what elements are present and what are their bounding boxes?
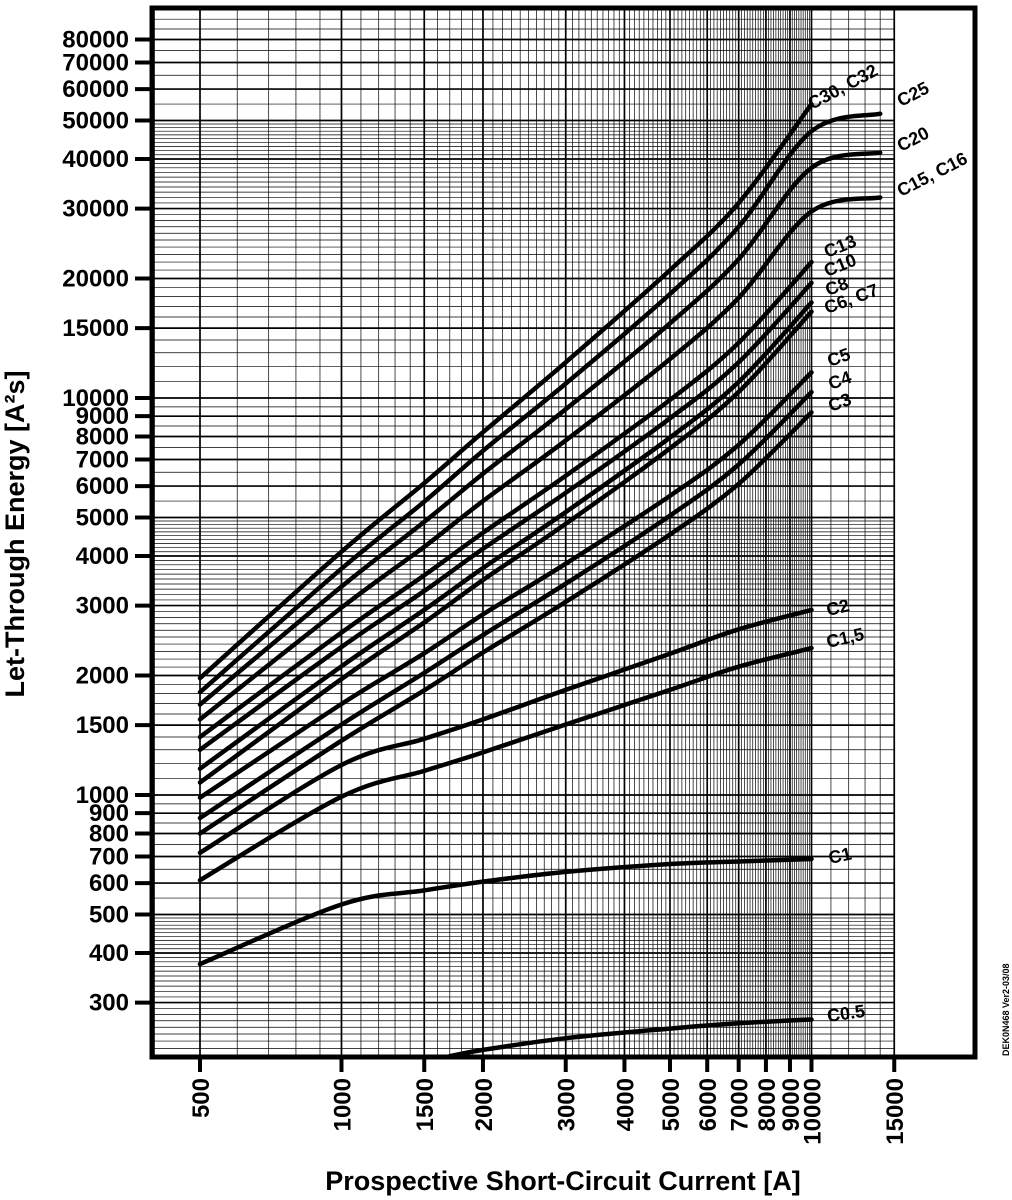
curve-C10 xyxy=(197,280,814,753)
x-tick-label: 9000 xyxy=(778,1078,805,1131)
y-tick-label: 60000 xyxy=(62,76,129,103)
curve-C1 xyxy=(197,856,814,967)
curve-label-C20: C20 xyxy=(894,123,933,156)
y-tick-label: 9000 xyxy=(76,403,129,430)
curve-label-C3: C3 xyxy=(826,389,854,416)
y-tick-label: 15000 xyxy=(62,315,129,342)
y-tick-label: 50000 xyxy=(62,108,129,135)
curve-C13 xyxy=(197,259,814,740)
y-tick-label: 40000 xyxy=(62,146,129,173)
y-tick-label: 300 xyxy=(89,990,129,1017)
curve-C20 xyxy=(197,150,883,707)
y-tick-label: 3000 xyxy=(76,593,129,620)
curve-label-C1: C1 xyxy=(827,844,854,868)
x-axis-title: Prospective Short-Circuit Current [A] xyxy=(325,1166,801,1196)
y-tick-label: 400 xyxy=(89,940,129,967)
x-tick-label: 1000 xyxy=(329,1078,356,1131)
y-tick-label: 1500 xyxy=(76,712,129,739)
curve-C2 xyxy=(197,607,814,856)
y-tick-label: 5000 xyxy=(76,505,129,532)
document-reference: DEK0N468 Ver2-03/08 xyxy=(1001,963,1011,1056)
curve-C4 xyxy=(197,389,814,821)
y-tick-label: 10000 xyxy=(62,385,129,412)
curve-C0.5 xyxy=(447,1017,814,1057)
plot-border xyxy=(149,5,978,1060)
x-tick-label: 3000 xyxy=(554,1078,581,1131)
y-tick-label: 7000 xyxy=(76,446,129,473)
y-tick-label: 800 xyxy=(89,820,129,847)
y-tick-label: 70000 xyxy=(62,49,129,76)
curve-label-C2: C2 xyxy=(824,595,851,620)
curve-C25 xyxy=(197,111,883,695)
x-tick-label: 500 xyxy=(188,1078,215,1118)
y-tick-label: 600 xyxy=(89,870,129,897)
y-tick-label: 500 xyxy=(89,902,129,929)
curve-C5 xyxy=(197,370,814,800)
curve-label-C4: C4 xyxy=(826,367,854,394)
x-tick-label: 8000 xyxy=(754,1078,781,1131)
y-axis-title: Let-Through Energy [A²s] xyxy=(0,371,30,698)
curve-C30, C32 xyxy=(197,101,814,681)
axis-tick-labels: 500 1000 1500 2000 3000 4000 5000 6000 7000 80009… xyxy=(62,26,909,1144)
y-tick-label: 8000 xyxy=(76,423,129,450)
curve-C8 xyxy=(197,300,814,771)
y-tick-label: 4000 xyxy=(76,543,129,570)
x-tick-label: 5000 xyxy=(658,1078,685,1131)
x-tick-label: 6000 xyxy=(695,1078,722,1131)
characteristic-curves xyxy=(197,101,883,1057)
y-tick-label: 30000 xyxy=(62,196,129,223)
x-tick-label: 4000 xyxy=(612,1078,639,1131)
y-tick-label: 2000 xyxy=(76,662,129,689)
y-tick-label: 20000 xyxy=(62,265,129,292)
curve-C3 xyxy=(197,410,814,836)
x-tick-label: 1500 xyxy=(412,1078,439,1131)
curve-label-C15, C16: C15, C16 xyxy=(894,148,971,200)
curve-C1,5 xyxy=(197,645,814,883)
curve-C15, C16 xyxy=(197,195,883,722)
curve-label-C30, C32: C30, C32 xyxy=(804,60,881,113)
y-tick-label: 80000 xyxy=(62,26,129,53)
axis-ticks xyxy=(135,37,897,1072)
y-tick-label: 1000 xyxy=(76,782,129,809)
x-tick-label: 10000 xyxy=(799,1078,826,1145)
x-tick-label: 2000 xyxy=(471,1078,498,1131)
y-tick-label: 700 xyxy=(89,843,129,870)
curve-label-C25: C25 xyxy=(894,78,933,111)
x-tick-label: 7000 xyxy=(727,1078,754,1131)
curve-label-C0.5: C0.5 xyxy=(826,1001,866,1026)
curve-C6, C7 xyxy=(197,309,814,785)
y-tick-label: 6000 xyxy=(76,473,129,500)
x-tick-label: 15000 xyxy=(882,1078,909,1145)
y-tick-label: 900 xyxy=(89,800,129,827)
